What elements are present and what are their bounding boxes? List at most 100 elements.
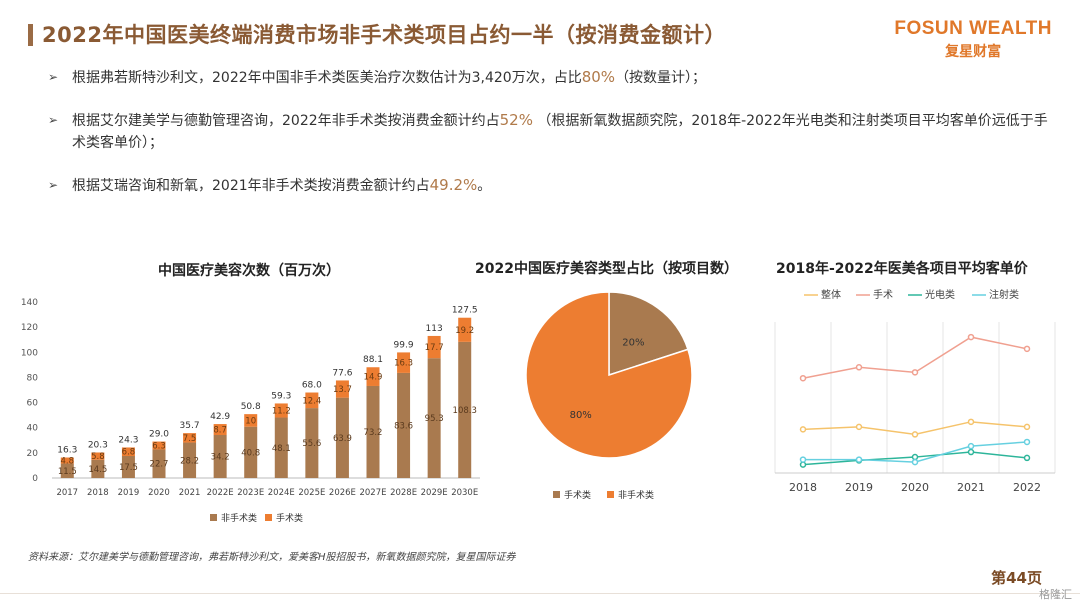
bar-non-surgical [335,397,349,478]
data-label-surgical: 6.3 [152,442,166,452]
x-tick-label: 2024E [268,488,295,498]
data-label-total: 127.5 [452,306,478,316]
pie-slice-label: 20% [622,337,644,348]
pie-legend-swatch [553,491,560,498]
x-tick-label: 2019 [845,481,873,494]
data-label-non-surgical: 73.2 [364,428,383,438]
bar-surgical [91,452,105,460]
bullet-highlight: 80% [581,68,616,86]
bar-non-surgical [60,463,74,478]
data-label-total: 24.3 [118,435,138,445]
data-label-total: 50.8 [241,402,261,412]
line-point [911,453,919,461]
data-label-total: 99.9 [394,340,414,350]
pie-chart-title: 2022中国医疗美容类型占比（按项目数） [475,261,738,277]
line-point [1023,454,1031,462]
arrow-bullet-icon: ➢ [48,178,59,192]
line-point [855,364,863,371]
line-point [911,369,919,376]
arrow-bullet-icon: ➢ [48,113,59,127]
pie-legend-label: 手术类 [564,489,591,501]
bar-surgical [60,457,74,464]
line-point [855,456,863,463]
x-tick-label: 2018 [789,481,817,494]
bar-non-surgical [305,408,319,478]
data-label-non-surgical: 40.8 [241,448,260,458]
data-label-non-surgical: 11.5 [58,467,77,477]
x-tick-label: 2018 [87,488,109,498]
bar-non-surgical [183,442,197,478]
line-chart: 2018 2019 2020 2021 2022 整体 手术 光电类 注射类 [774,288,1056,494]
data-label-non-surgical: 63.9 [333,434,352,444]
x-tick-label: 2022E [207,488,234,498]
bar-surgical [121,447,135,456]
bar-non-surgical [397,372,411,478]
bar-surgical [335,380,349,398]
data-label-non-surgical: 14.5 [88,465,107,475]
page-title: 2022年中国医美终端消费市场非手术类项目占约一半（按消费金额计） [42,23,726,47]
data-label-non-surgical: 34.2 [211,453,230,463]
data-label-total: 35.7 [180,421,200,431]
line-point [1023,423,1031,431]
bullet-item: ➢ 根据艾尔建美学与德勤管理咨询，2022年非手术类按消费金额计约占52% （根… [48,109,1048,154]
bar-non-surgical [274,417,288,478]
y-tick-label: 20 [27,449,39,459]
page-number: 第44页 [991,569,1042,587]
x-tick-label: 2019 [118,488,140,498]
bullet-text: 。 [477,178,492,194]
x-tick-label: 2023E [237,488,264,498]
y-tick-label: 100 [21,348,38,358]
bullet-text: 根据艾尔建美学与德勤管理咨询，2022年非手术类按消费金额计约占 [72,113,500,129]
bullet-text: 根据艾瑞咨询和新氧，2021年非手术类按消费金额计约占 [72,178,430,194]
bullet-text: 根据弗若斯特沙利文，2022年中国非手术类医美治疗次数估计为3,420万次，占比 [72,70,582,86]
logo-text-en: FOSUN WEALTH [894,18,1052,39]
legend-label: 光电类 [925,288,955,301]
arrow-bullet-icon: ➢ [48,70,59,84]
x-tick-label: 2020 [148,488,170,498]
y-tick-label: 0 [32,474,38,484]
data-label-surgical: 17.7 [425,343,444,353]
bar-surgical [305,392,319,409]
line-point [799,461,807,468]
line-point [855,423,863,431]
line-point [911,458,919,466]
data-label-total: 42.9 [210,412,230,422]
line-point [1023,345,1031,353]
data-label-surgical: 12.4 [302,396,321,406]
legend-swatch-non-surgical [210,514,217,521]
bar-surgical [274,403,288,418]
footer-divider [0,593,1080,594]
line-point [967,333,975,341]
pie-slice [525,291,693,459]
data-label-surgical: 10 [245,416,256,426]
bar-surgical [183,433,197,443]
bullet-list: ➢ 根据弗若斯特沙利文，2022年中国非手术类医美治疗次数估计为3,420万次，… [48,66,1048,217]
data-label-surgical: 6.8 [122,448,136,458]
bullet-item: ➢ 根据弗若斯特沙利文，2022年中国非手术类医美治疗次数估计为3,420万次，… [48,66,1048,89]
bullet-highlight: 49.2% [429,176,478,194]
line-chart-title: 2018年-2022年医美各项目平均客单价 [776,261,1028,277]
bar-chart: 02040608010012014011.54.816.3201714.55.8… [21,298,480,524]
line-point [1023,438,1031,446]
data-label-non-surgical: 17.5 [119,463,138,473]
bar-surgical [366,367,380,386]
data-label-non-surgical: 83.6 [394,421,413,431]
data-label-non-surgical: 48.1 [272,444,291,454]
data-label-total: 29.0 [149,430,169,440]
data-label-surgical: 4.8 [61,457,75,467]
legend-label: 手术 [873,288,893,301]
line-point [911,431,919,438]
y-tick-label: 80 [27,373,39,383]
data-label-non-surgical: 22.7 [150,460,169,470]
data-label-surgical: 13.7 [333,385,352,395]
x-tick-label: 2027E [359,488,386,498]
pie-slice-label: 80% [570,410,592,421]
line-point [967,448,975,456]
data-label-non-surgical: 95.3 [425,414,444,424]
data-label-total: 77.6 [332,368,352,378]
line-point [799,426,807,433]
bullet-highlight: 52% [499,111,533,129]
legend-label-surgical: 手术类 [276,512,303,524]
source-note: 资料来源：艾尔建美学与德勤管理咨询，弗若斯特沙利文，爱美客H股招股书，新氧数据颜… [28,552,516,563]
x-tick-label: 2029E [421,488,448,498]
